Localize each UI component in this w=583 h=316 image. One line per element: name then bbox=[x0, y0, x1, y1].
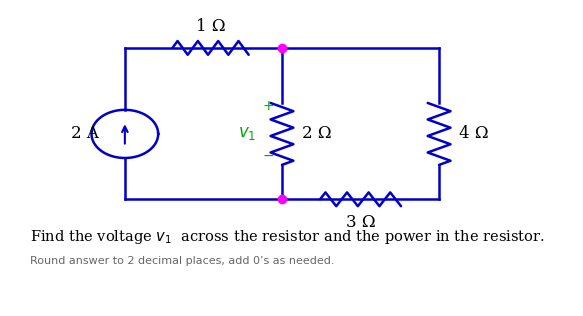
Text: $v_1$: $v_1$ bbox=[238, 125, 256, 143]
Text: 2 Ω: 2 Ω bbox=[302, 125, 332, 143]
Text: 2 A: 2 A bbox=[71, 125, 99, 143]
Text: Find the voltage $v_1$  across the resistor and the power in the resistor.: Find the voltage $v_1$ across the resist… bbox=[30, 228, 545, 246]
Text: 3 Ω: 3 Ω bbox=[346, 214, 375, 231]
Text: Round answer to 2 decimal places, add 0’s as needed.: Round answer to 2 decimal places, add 0’… bbox=[30, 256, 334, 266]
Text: 4 Ω: 4 Ω bbox=[459, 125, 489, 143]
Text: 1 Ω: 1 Ω bbox=[196, 18, 226, 35]
Text: −: − bbox=[263, 149, 275, 163]
Text: +: + bbox=[263, 100, 275, 113]
